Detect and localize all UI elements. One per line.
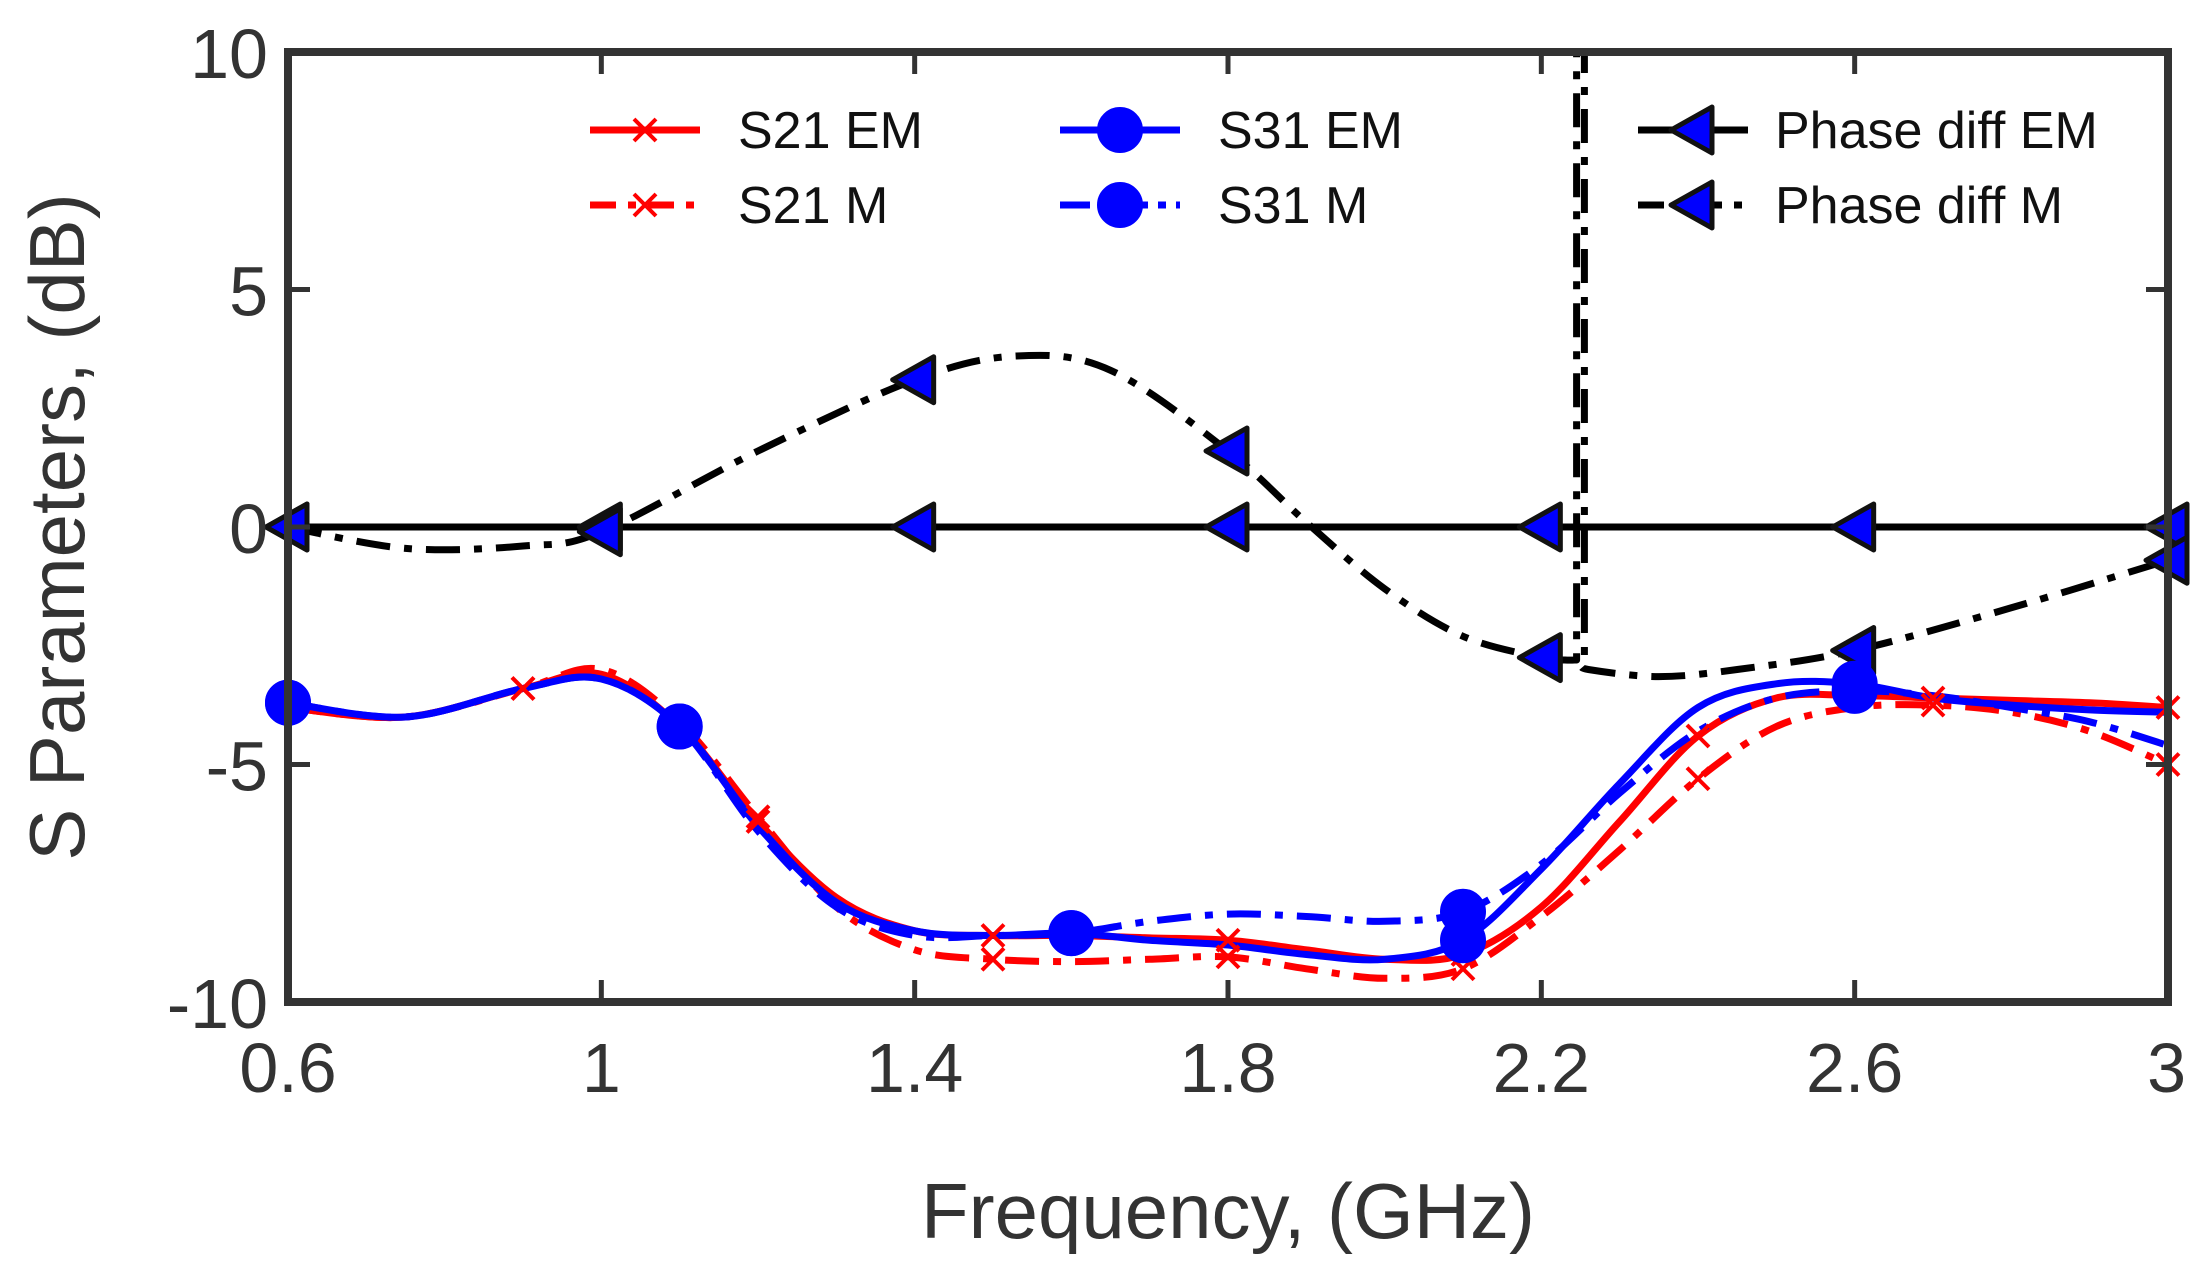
- x-tick-label: 1.8: [1179, 1029, 1276, 1107]
- legend-label: S31 EM: [1218, 102, 1403, 160]
- marker-phase-diff-m: [890, 354, 937, 406]
- legend-item-phase-diff-em: Phase diff EM: [1638, 102, 2098, 160]
- legend-item-s21-m: S21 M: [590, 177, 888, 235]
- marker-s21-m: [745, 804, 771, 830]
- legend-swatch-marker: [1097, 182, 1143, 228]
- legend: S21 EM S21 M S31 EM S31 M Phase diff EM Phase…: [590, 102, 2098, 235]
- series-line-s21-m: [288, 664, 2168, 982]
- marker-s31-em: [656, 703, 703, 750]
- marker-s21-m: [980, 946, 1006, 972]
- marker-s31-em: [1440, 917, 1486, 964]
- legend-swatch-marker: [1097, 107, 1143, 153]
- x-tick-label: 3: [2147, 1029, 2186, 1107]
- series-line-s31-m: [288, 673, 2168, 942]
- legend-item-s21-em: S21 EM: [590, 102, 923, 160]
- y-axis-label: S Parameters, (dB): [13, 193, 101, 861]
- marker-s21-em: [745, 809, 771, 834]
- marker-s21-m: [1685, 766, 1711, 792]
- x-tick-label: 0.6: [239, 1029, 336, 1107]
- legend-item-phase-diff-m: Phase diff M: [1638, 177, 2063, 235]
- marker-layer: [263, 354, 2190, 982]
- marker-s31-em: [1831, 660, 1878, 707]
- y-tick-label: 5: [229, 253, 268, 331]
- y-tick-label: 10: [190, 15, 268, 93]
- marker-phase-diff-m: [1516, 632, 1563, 684]
- marker-s21-em: [510, 676, 536, 701]
- legend-swatch-marker: [632, 117, 658, 143]
- legend-swatch-marker: [1668, 179, 1715, 231]
- legend-label: S21 EM: [738, 102, 923, 160]
- y-tick-label: -5: [206, 728, 268, 806]
- legend-swatch-marker: [1668, 104, 1715, 156]
- marker-s21-m: [1920, 692, 1946, 718]
- legend-label: Phase diff EM: [1775, 102, 2098, 160]
- marker-s21-em: [980, 923, 1006, 948]
- legend-label: S31 M: [1218, 177, 1368, 235]
- x-axis-label: Frequency, (GHz): [921, 1167, 1535, 1255]
- marker-phase-diff-m: [1203, 425, 1250, 477]
- x-tick-label: 1.4: [866, 1029, 963, 1107]
- legend-label: S21 M: [738, 177, 888, 235]
- y-tick-label: 0: [229, 490, 268, 568]
- marker-phase-diff-em: [890, 501, 937, 553]
- axis-ticks: 0.6 1 1.4 1.8 2.2 2.6 3 -10 -5 0 5 10: [167, 15, 2186, 1107]
- marker-s21-em: [1920, 685, 1946, 711]
- marker-phase-diff-em: [1830, 501, 1877, 553]
- marker-s21-em: [1215, 927, 1241, 953]
- marker-phase-diff-em: [1203, 501, 1250, 553]
- marker-phase-diff-m: [576, 506, 623, 558]
- x-tick-label: 2.2: [1493, 1029, 1590, 1107]
- legend-item-s31-m: S31 M: [1060, 177, 1368, 235]
- legend-item-s31-em: S31 EM: [1060, 102, 1403, 160]
- series-line-phase-diff-m: [288, 52, 2168, 681]
- legend-swatch-marker: [632, 192, 658, 218]
- x-tick-label: 2.6: [1806, 1029, 1903, 1107]
- marker-s31-em: [1048, 910, 1095, 957]
- legend-label: Phase diff M: [1775, 177, 2063, 235]
- x-tick-label: 1: [582, 1029, 621, 1107]
- marker-phase-diff-em: [1516, 501, 1563, 553]
- marker-s21-em: [1685, 723, 1711, 749]
- y-tick-label: -10: [167, 965, 268, 1043]
